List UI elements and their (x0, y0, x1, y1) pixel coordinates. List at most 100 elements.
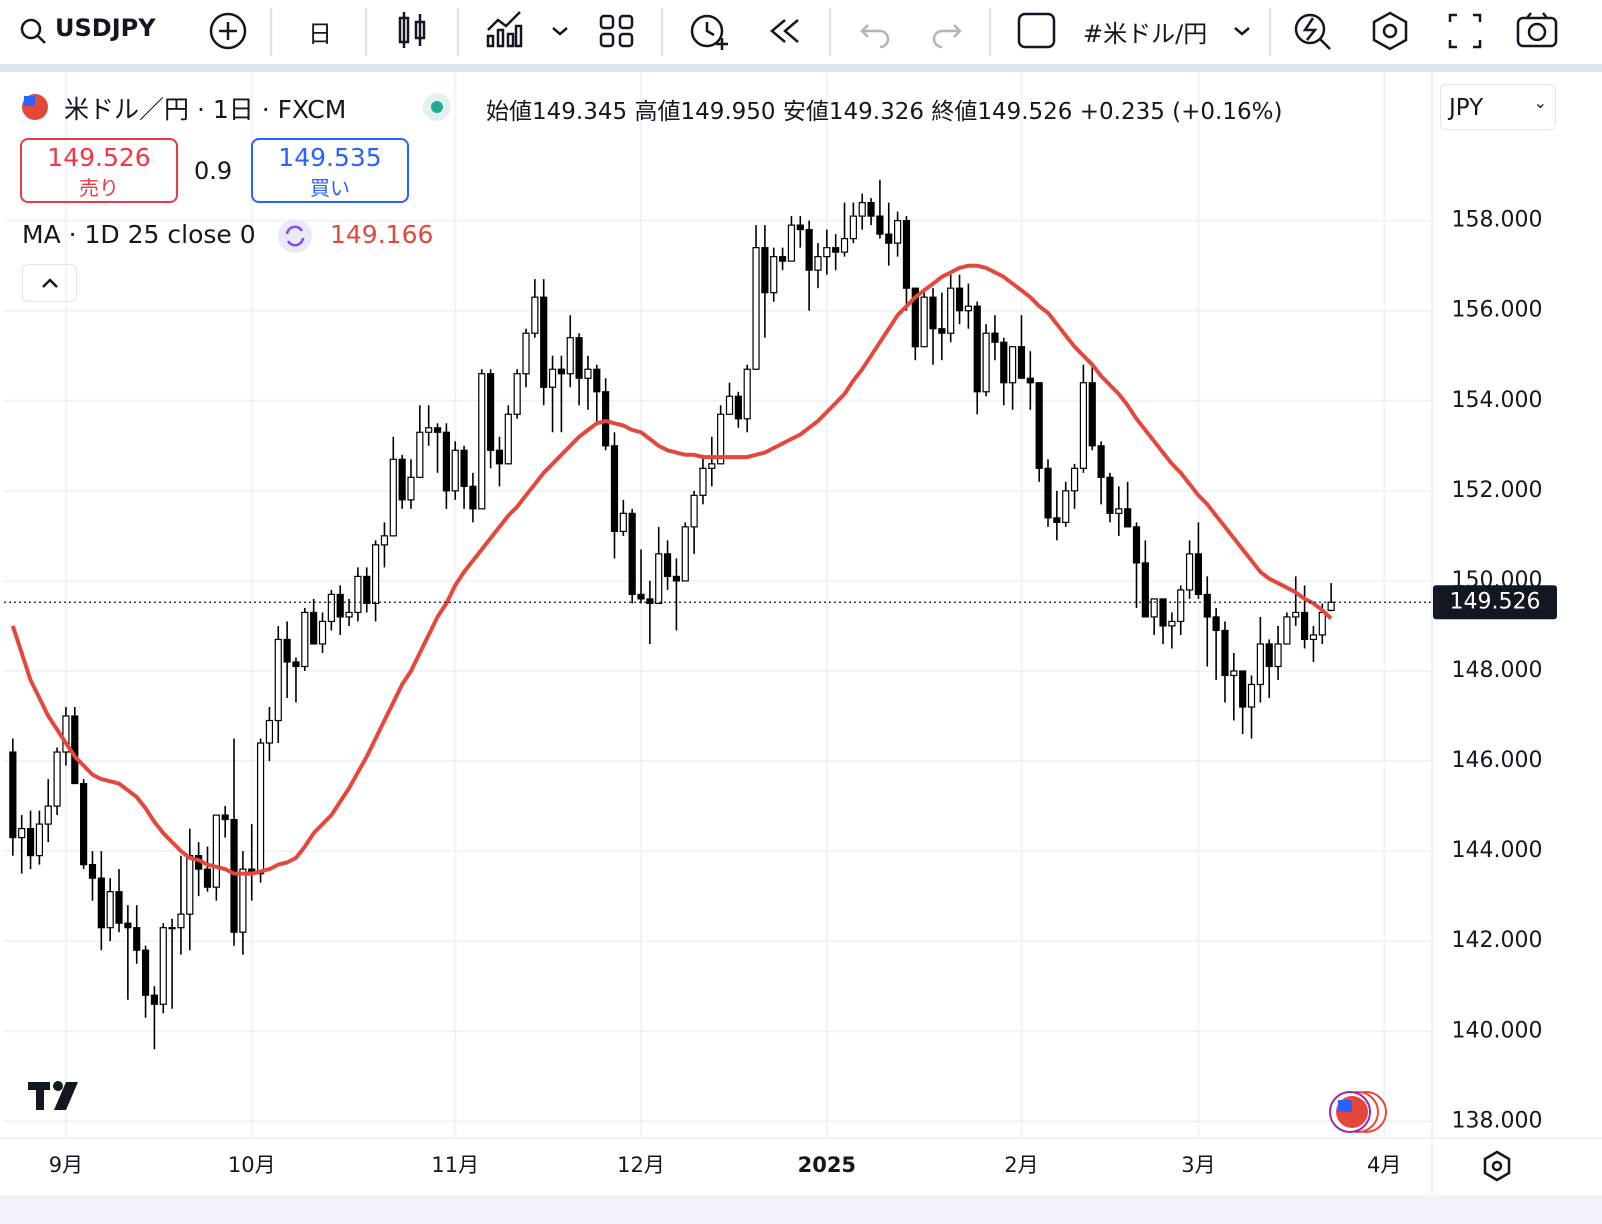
spread: 0.9 (194, 157, 233, 185)
collapse-button[interactable] (22, 264, 77, 302)
candle-body (557, 368, 565, 375)
candle-body (124, 922, 132, 929)
candle-body (106, 891, 114, 929)
x-tick-label: 2月 (1004, 1153, 1038, 1177)
x-tick-label: 9月 (49, 1153, 83, 1177)
candle-body (1283, 616, 1291, 645)
indicator-icon[interactable] (277, 218, 313, 254)
candle-body (159, 927, 167, 1005)
candle-body (460, 449, 468, 487)
candle-body (133, 927, 141, 951)
candle-body (690, 494, 698, 528)
sell-price: 149.526 (47, 143, 151, 172)
candle-body (628, 512, 636, 596)
candle-body (1292, 611, 1300, 618)
candle-body (655, 553, 663, 605)
candle-body (1230, 670, 1238, 677)
candle-body (239, 868, 247, 933)
candle-body (1009, 346, 1017, 384)
candle-body (301, 611, 309, 668)
candle-body (947, 287, 955, 334)
open-label: 始値 (486, 99, 532, 125)
candle-body (256, 742, 265, 875)
candle-body (212, 814, 220, 888)
buy-price: 149.535 (278, 143, 382, 172)
candle-body (522, 332, 530, 375)
candle-body (911, 287, 919, 348)
candle-body (425, 427, 433, 433)
candle-body (44, 805, 52, 825)
candle-body (88, 864, 97, 879)
candle-body (398, 458, 406, 501)
candle-body (221, 814, 229, 821)
low-value: 149.326 (828, 99, 924, 125)
candle-body (407, 476, 415, 501)
candle-body (531, 296, 539, 334)
candle-body (894, 220, 902, 244)
symbol[interactable]: USDJPY (55, 14, 156, 42)
y-tick-label: 156.000 (1452, 298, 1543, 323)
candle-body (787, 224, 796, 262)
toolbar-icons (20, 8, 1558, 56)
candle-body (1026, 377, 1034, 384)
candle-body (1062, 490, 1070, 523)
toolbar: USDJPY 日 #米ドル/円 (0, 0, 1602, 64)
candle-body (283, 638, 291, 663)
candle-body (1106, 476, 1114, 514)
candle-body (265, 719, 274, 744)
watchlist[interactable]: #米ドル/円 (1083, 20, 1208, 48)
flag (22, 94, 48, 120)
candle-body (371, 544, 380, 605)
candle-body (672, 575, 681, 582)
interval[interactable]: 日 (308, 20, 332, 48)
candle-body (416, 431, 424, 478)
candle-body (1159, 598, 1167, 627)
candle-body (708, 463, 716, 469)
candle-body (469, 485, 477, 510)
candle-body (442, 431, 450, 492)
candle-body (1274, 643, 1282, 668)
sell-button[interactable]: 149.526 売り (20, 138, 178, 203)
candle-body (575, 337, 583, 379)
y-tick-label: 152.000 (1452, 478, 1543, 503)
low-label: 安値 (782, 99, 829, 125)
candle-body (734, 395, 742, 420)
candle-body (9, 751, 17, 839)
buy-label: 買い (310, 176, 350, 200)
y-tick-label: 154.000 (1452, 388, 1543, 413)
candle-body (752, 247, 760, 370)
candle-body (663, 553, 672, 578)
currency: JPY (1449, 95, 1484, 121)
candle-body (832, 247, 840, 253)
candle-body (849, 215, 857, 240)
candle-body (602, 391, 610, 447)
candle-body (1017, 346, 1026, 379)
y-tick-label: 148.000 (1452, 658, 1543, 683)
candle-body (354, 575, 362, 614)
ohlc: 始値149.345 高値149.950 安値149.326 終値149.526 … (486, 92, 1282, 126)
candle-body (699, 467, 707, 496)
separator (0, 64, 1602, 72)
candle-body (938, 328, 946, 334)
candle-body (761, 247, 769, 294)
close-value: 149.526 (977, 99, 1073, 125)
candle-body (1079, 382, 1088, 469)
price-label: 149.526 (1450, 589, 1541, 614)
candle-body (814, 256, 822, 271)
settings-icon[interactable] (1483, 1150, 1511, 1182)
candle-body (566, 337, 574, 375)
candle-body (619, 512, 627, 532)
buy-button[interactable]: 149.535 買い (251, 138, 409, 203)
currency-select[interactable]: JPY ⌄ (1440, 84, 1556, 130)
candle-body (646, 598, 654, 605)
candle-body (389, 458, 397, 537)
candle-body (805, 229, 813, 271)
candle-body (991, 332, 999, 343)
candle-body (1168, 620, 1176, 627)
candle-body (1097, 445, 1105, 478)
candle-body (451, 449, 459, 492)
x-tick-label: 11月 (431, 1153, 479, 1177)
series-title: 米ドル／円 · 1日 · FXCM (64, 95, 347, 124)
candle-body (1256, 643, 1264, 686)
candle-body (717, 413, 725, 465)
